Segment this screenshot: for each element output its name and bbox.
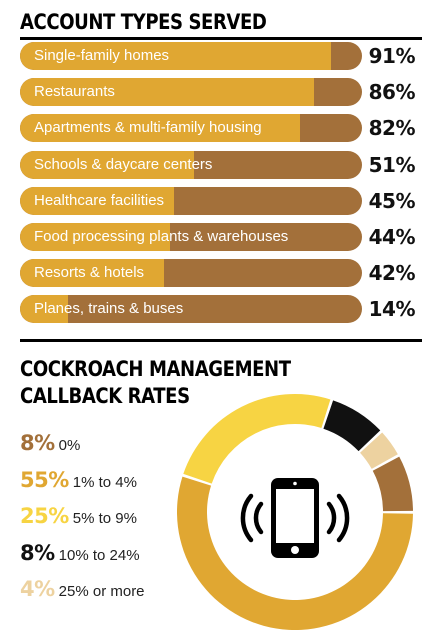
phone-icon <box>240 478 350 558</box>
donut-slice <box>372 456 413 512</box>
bar-track: Planes, trains & buses <box>20 295 362 324</box>
bar-row: Healthcare facilities 45% <box>20 186 416 215</box>
bar-label: Schools & daycare centers <box>34 155 213 173</box>
bar-track: Healthcare facilities <box>20 186 362 215</box>
bar-value-label: 44% <box>368 225 416 249</box>
callback-rates-donut-chart <box>177 394 413 630</box>
bar-row: Schools & daycare centers 51% <box>20 150 416 179</box>
bar-fill <box>20 150 195 179</box>
bar-label: Planes, trains & buses <box>34 300 184 318</box>
bar-fill <box>20 114 301 143</box>
bar-row: Food processing plants & warehouses 44% <box>20 223 416 251</box>
bar-label: Restaurants <box>34 83 115 101</box>
legend-item: 8% 0% <box>20 431 80 461</box>
legend-label: 25% or more <box>58 583 145 600</box>
legend-label: 1% to 4% <box>72 473 137 491</box>
legend-item: 8% 10% to 24% <box>20 541 140 571</box>
legend-item: 4% 25% or more <box>20 577 145 607</box>
bar-label: Healthcare facilities <box>34 191 165 209</box>
legend-label: 0% <box>58 437 81 454</box>
bar-row: Restaurants 86% <box>20 78 416 107</box>
bar-track: Apartments & multi-family housing <box>20 114 362 143</box>
bar-fill <box>20 295 68 324</box>
bar-value-label: 82% <box>368 116 416 141</box>
legend-value: 25% <box>20 504 69 528</box>
bar-track: Food processing plants & warehouses <box>20 223 362 251</box>
divider <box>20 339 422 342</box>
donut-slice <box>183 394 331 484</box>
legend-label: 10% to 24% <box>58 546 140 564</box>
bar-label: Resorts & hotels <box>34 264 145 282</box>
bar-fill <box>20 78 315 107</box>
bar-label: Single-family homes <box>34 47 170 64</box>
legend-value: 8% <box>20 431 55 455</box>
bar-track: Single-family homes <box>20 42 362 70</box>
legend-value: 55% <box>20 467 69 492</box>
bar-row: Single-family homes 91% <box>20 42 416 70</box>
bar-row: Apartments & multi-family housing 82% <box>20 114 416 143</box>
bar-fill <box>20 223 171 251</box>
callback-rates-title: COCKROACH MANAGEMENT CALLBACK RATES <box>20 357 291 408</box>
bar-row: Planes, trains & buses 14% <box>20 295 416 324</box>
bar-row: Resorts & hotels 42% <box>20 259 416 288</box>
donut-slice <box>360 432 398 469</box>
donut-slice <box>323 400 381 452</box>
account-types-title: ACCOUNT TYPES SERVED <box>20 10 267 34</box>
legend-value: 8% <box>20 540 55 565</box>
bar-value-label: 45% <box>368 188 416 213</box>
legend-item: 25% 5% to 9% <box>20 504 137 534</box>
bar-value-label: 14% <box>368 297 416 322</box>
legend-item: 55% 1% to 4% <box>20 468 137 498</box>
bar-fill <box>20 186 174 215</box>
legend-label: 5% to 9% <box>72 510 137 527</box>
bar-track: Schools & daycare centers <box>20 150 362 179</box>
divider <box>20 37 422 40</box>
legend-value: 4% <box>20 577 55 601</box>
bar-fill <box>20 259 164 288</box>
bar-value-label: 91% <box>368 44 416 68</box>
bar-fill <box>20 42 332 70</box>
bar-track: Restaurants <box>20 78 362 107</box>
bar-value-label: 42% <box>368 261 416 286</box>
bar-value-label: 51% <box>368 152 416 177</box>
donut-slice <box>177 476 413 630</box>
bar-label: Food processing plants & warehouses <box>34 228 289 245</box>
bar-label: Apartments & multi-family housing <box>34 119 262 137</box>
bar-track: Resorts & hotels <box>20 259 362 288</box>
bar-value-label: 86% <box>368 80 416 105</box>
